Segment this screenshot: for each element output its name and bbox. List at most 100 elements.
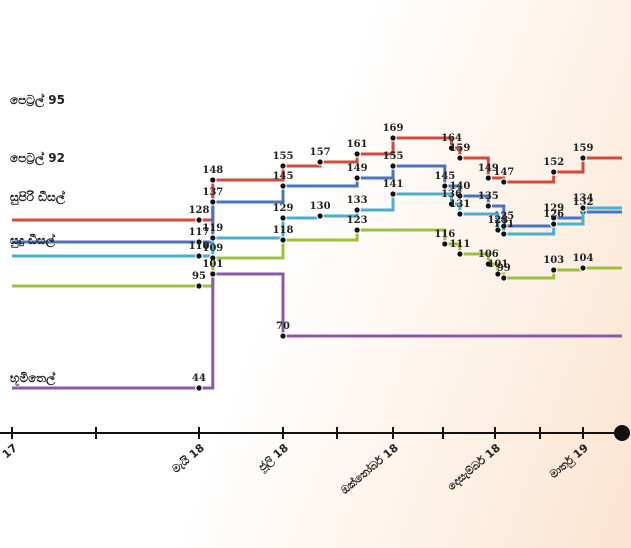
data-label: 111 xyxy=(449,239,470,250)
series-name-label: පෙට්‍රල් 95 xyxy=(10,93,65,109)
data-label: 169 xyxy=(383,123,404,134)
data-label: 155 xyxy=(383,151,404,162)
data-label: 155 xyxy=(273,151,294,162)
data-point xyxy=(389,134,397,142)
data-label: 123 xyxy=(487,215,508,226)
data-label: 104 xyxy=(573,253,594,264)
data-label: 135 xyxy=(478,191,499,202)
data-point xyxy=(579,264,587,272)
data-label: 101 xyxy=(202,259,223,270)
data-point xyxy=(195,282,203,290)
data-label: 159 xyxy=(449,143,470,154)
data-point xyxy=(195,384,203,392)
data-label: 101 xyxy=(487,259,508,270)
data-label: 152 xyxy=(543,157,564,168)
data-point xyxy=(195,252,203,260)
data-point xyxy=(499,274,508,282)
data-label: 130 xyxy=(310,201,331,212)
data-label: 134 xyxy=(573,193,594,204)
data-label: 118 xyxy=(273,225,294,236)
series-line-5 xyxy=(12,272,622,390)
data-label: 123 xyxy=(347,215,368,226)
axis-end-dot xyxy=(614,425,630,441)
data-label: 149 xyxy=(347,163,368,174)
data-label: 149 xyxy=(478,163,499,174)
series-line-1 xyxy=(12,136,622,222)
data-label: 132 xyxy=(573,197,594,208)
data-point xyxy=(279,162,287,170)
data-label: 121 xyxy=(493,219,514,230)
data-point xyxy=(447,200,456,208)
data-point xyxy=(456,192,464,200)
data-label: 116 xyxy=(434,229,455,240)
data-point xyxy=(279,332,287,340)
x-tick-label: මැයි 18 xyxy=(169,441,207,475)
data-label: 137 xyxy=(202,187,223,198)
data-point xyxy=(209,198,217,206)
data-point xyxy=(549,220,558,228)
data-point xyxy=(440,182,449,190)
data-label: 136 xyxy=(441,189,462,200)
series-name-label: භූමිතෙල් xyxy=(10,371,56,387)
data-label: 161 xyxy=(347,139,368,150)
data-point xyxy=(456,154,464,162)
data-label: 145 xyxy=(273,171,294,182)
data-point xyxy=(353,226,361,234)
data-point xyxy=(209,270,217,278)
data-label: 129 xyxy=(543,203,564,214)
data-point xyxy=(353,206,361,214)
data-point xyxy=(279,236,287,244)
data-point xyxy=(549,168,558,176)
data-point xyxy=(209,176,217,184)
data-label: 106 xyxy=(478,249,499,260)
data-label: 131 xyxy=(449,199,470,210)
data-label: 145 xyxy=(434,171,455,182)
data-point xyxy=(195,238,203,246)
data-point xyxy=(579,154,587,162)
data-point xyxy=(209,234,217,242)
data-point xyxy=(484,260,493,268)
data-label: 140 xyxy=(449,181,470,192)
x-tick-label: ඔක්තෝබර් 18 xyxy=(338,440,401,496)
data-label: 133 xyxy=(347,195,368,206)
data-point xyxy=(494,270,502,278)
data-point xyxy=(209,254,217,262)
data-point xyxy=(447,144,456,152)
data-label: 141 xyxy=(383,179,404,190)
data-point xyxy=(494,226,502,234)
data-point xyxy=(389,190,397,198)
series-5: 44 101 70 xyxy=(12,259,622,392)
data-point xyxy=(353,150,361,158)
data-label: 157 xyxy=(310,147,331,158)
data-label: 148 xyxy=(202,165,223,176)
data-label: 70 xyxy=(276,321,290,332)
data-point xyxy=(389,162,397,170)
x-axis: 17 මැයි 18 ජූලි 18 ඔක්තෝබර් 18 දෙසැම්බර් 18 ම… xyxy=(0,425,630,497)
data-label: 126 xyxy=(543,209,564,220)
data-point xyxy=(279,182,287,190)
data-point xyxy=(456,210,464,218)
data-point xyxy=(195,216,203,224)
data-label: 103 xyxy=(543,255,564,266)
data-point xyxy=(316,212,324,220)
data-point xyxy=(484,174,493,182)
data-label: 119 xyxy=(202,223,223,234)
data-label: 117 xyxy=(189,227,210,238)
data-point xyxy=(353,174,361,182)
data-label: 109 xyxy=(202,243,223,254)
series-name-label: පෙට්‍රල් 92 xyxy=(10,151,65,167)
data-label: 128 xyxy=(189,205,210,216)
data-label: 95 xyxy=(192,271,206,282)
data-label: 125 xyxy=(493,211,514,222)
data-label: 147 xyxy=(493,167,514,178)
data-label: 44 xyxy=(192,373,206,384)
series-name-label: සුදු ඩීසල් xyxy=(10,233,56,249)
data-point xyxy=(549,266,558,274)
data-point xyxy=(316,158,324,166)
x-tick-label: ජූලි 18 xyxy=(255,441,292,475)
data-point xyxy=(279,214,287,222)
data-point xyxy=(484,202,493,210)
